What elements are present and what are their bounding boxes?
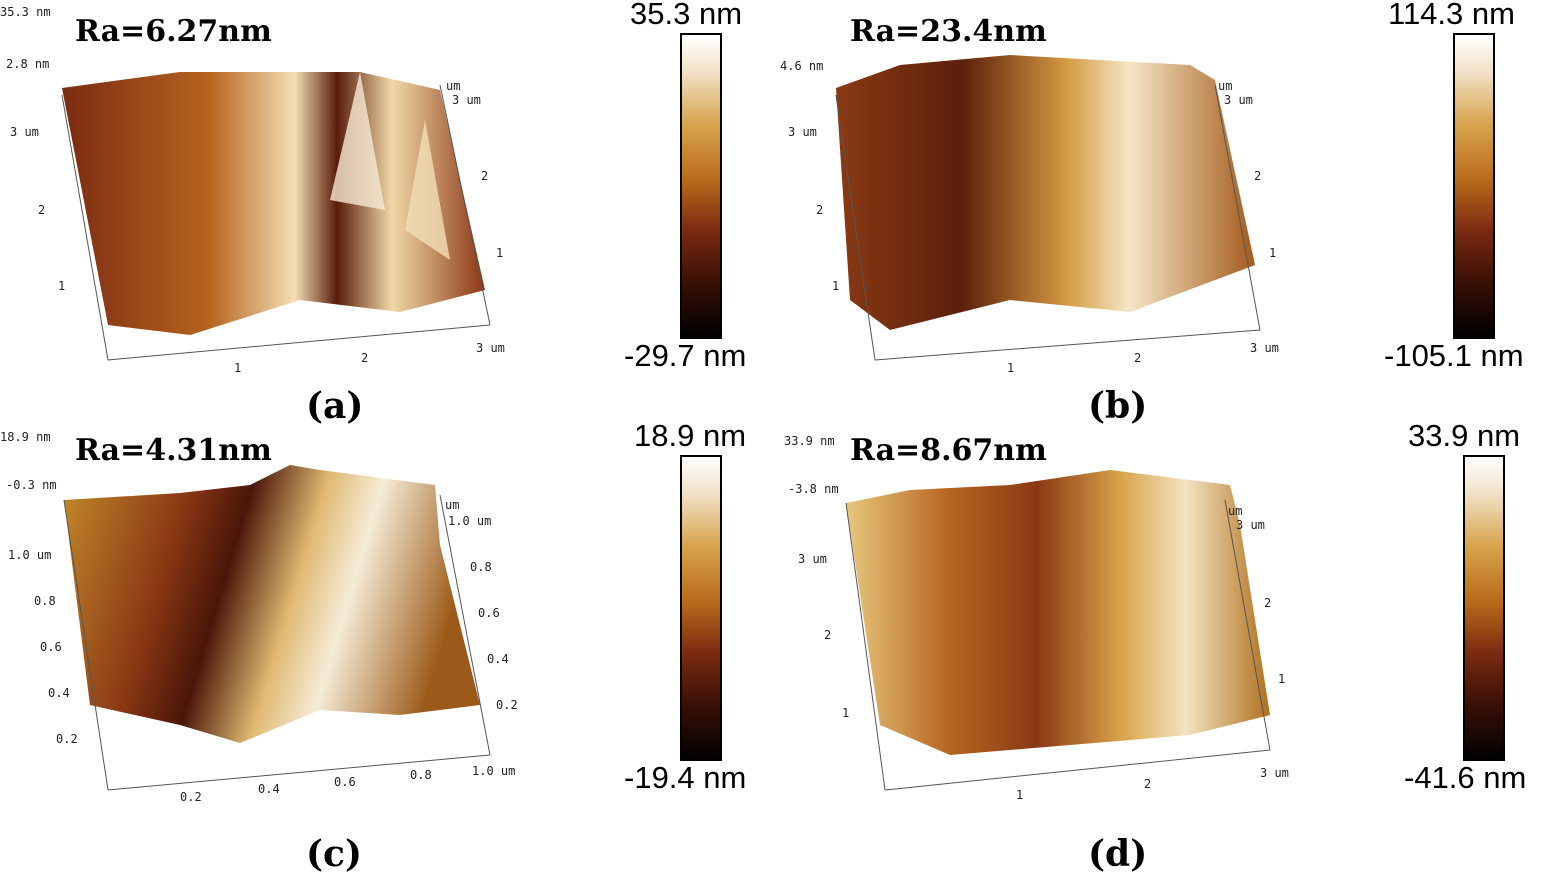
afm-surface-b: 4.6 nm 3 um 2 1 um 3 um 2 1 1 2 3 um	[780, 55, 1279, 375]
x-label: 2	[1134, 351, 1141, 365]
caption-b: (b)	[1088, 385, 1148, 427]
color-scale-d	[1463, 455, 1505, 761]
z-axis-top-a: 35.3 nm	[0, 5, 51, 19]
afm-surface-d: 33.9 nm -3.8 nm 3 um 2 1 um 3 um 2 1 1 2…	[784, 434, 1289, 802]
z-axis-top-d: 33.9 nm	[784, 434, 835, 448]
y-left-label: 2	[824, 628, 831, 642]
y-left-label: 0.6	[40, 640, 62, 654]
scale-max-c: 18.9 nm	[634, 418, 747, 453]
roughness-label-b: Ra=23.4nm	[850, 14, 1047, 49]
y-right-label: um	[1228, 504, 1242, 518]
z-axis-second-a: 2.8 nm	[6, 57, 49, 71]
afm-panel-a: 35.3 nm 2.8 nm 3 um 2 1 um 3 um 2 1 1 2 …	[0, 0, 600, 440]
y-right-label: 3 um	[1224, 93, 1253, 107]
y-right-label: 2	[481, 169, 488, 183]
y-right-label: 0.6	[478, 606, 500, 620]
y-left-label: 3 um	[10, 125, 39, 139]
y-right-label: 1	[496, 246, 503, 260]
y-left-label: 1.0 um	[8, 548, 51, 562]
caption-d: (d)	[1088, 833, 1148, 875]
y-left-label: 0.4	[48, 686, 70, 700]
scale-min-b: -105.1 nm	[1384, 338, 1524, 373]
x-label: 1.0 um	[472, 764, 515, 778]
x-label: 3 um	[476, 341, 505, 355]
y-right-label: 0.8	[470, 560, 492, 574]
y-right-label: 3 um	[452, 93, 481, 107]
y-left-label: 1	[58, 279, 65, 293]
y-right-label: 1.0 um	[448, 514, 491, 528]
afm-panel-c: 18.9 nm -0.3 nm 1.0 um 0.8 0.6 0.4 0.2 u…	[0, 425, 600, 878]
x-label: 0.8	[410, 768, 432, 782]
x-label: 3 um	[1260, 766, 1289, 780]
color-scale-c	[680, 455, 722, 761]
y-right-label: 0.2	[496, 698, 518, 712]
afm-surface-c: 18.9 nm -0.3 nm 1.0 um 0.8 0.6 0.4 0.2 u…	[0, 430, 518, 804]
y-left-label: 1	[832, 279, 839, 293]
y-left-label: 2	[38, 203, 45, 217]
roughness-label-c: Ra=4.31nm	[75, 433, 272, 468]
x-label: 1	[1016, 788, 1023, 802]
x-label: 0.6	[334, 775, 356, 789]
y-left-label: 0.2	[56, 732, 78, 746]
y-right-label: 3 um	[1236, 518, 1265, 532]
x-label: 1	[1007, 361, 1014, 375]
x-label: 3 um	[1250, 341, 1279, 355]
y-right-label: 1	[1278, 672, 1285, 686]
scale-max-d: 33.9 nm	[1408, 418, 1521, 453]
x-label: 0.2	[180, 790, 202, 804]
afm-panel-b: 4.6 nm 3 um 2 1 um 3 um 2 1 1 2 3 um Ra=…	[770, 0, 1330, 440]
afm-surface-a: 35.3 nm 2.8 nm 3 um 2 1 um 3 um 2 1 1 2 …	[0, 5, 505, 375]
y-right-label: um	[446, 79, 460, 93]
scale-min-c: -19.4 nm	[624, 760, 747, 795]
y-right-label: um	[445, 498, 459, 512]
scale-max-b: 114.3 nm	[1388, 0, 1515, 31]
caption-a: (a)	[306, 385, 364, 427]
y-left-label: 3 um	[798, 552, 827, 566]
z-axis-second-b: 4.6 nm	[780, 59, 823, 73]
scale-min-a: -29.7 nm	[624, 338, 747, 373]
z-axis-second-d: -3.8 nm	[788, 482, 839, 496]
color-scale-b	[1453, 33, 1495, 339]
y-left-label: 3 um	[788, 125, 817, 139]
y-right-label: 2	[1264, 596, 1271, 610]
y-left-label: 2	[816, 203, 823, 217]
y-right-label: 0.4	[487, 652, 509, 666]
roughness-label-a: Ra=6.27nm	[75, 14, 272, 49]
color-scale-a	[680, 33, 722, 339]
scale-max-a: 35.3 nm	[630, 0, 743, 31]
x-label: 2	[361, 351, 368, 365]
caption-c: (c)	[306, 833, 362, 875]
z-axis-top-c: 18.9 nm	[0, 430, 51, 444]
y-right-label: 2	[1254, 169, 1261, 183]
z-axis-second-c: -0.3 nm	[6, 478, 57, 492]
afm-panel-d: 33.9 nm -3.8 nm 3 um 2 1 um 3 um 2 1 1 2…	[770, 425, 1330, 878]
y-right-label: um	[1218, 79, 1232, 93]
y-left-label: 0.8	[34, 594, 56, 608]
scale-min-d: -41.6 nm	[1404, 760, 1527, 795]
x-label: 0.4	[258, 782, 280, 796]
x-label: 2	[1144, 777, 1151, 791]
y-right-label: 1	[1269, 246, 1276, 260]
y-left-label: 1	[842, 706, 849, 720]
x-label: 1	[234, 361, 241, 375]
roughness-label-d: Ra=8.67nm	[850, 433, 1047, 468]
